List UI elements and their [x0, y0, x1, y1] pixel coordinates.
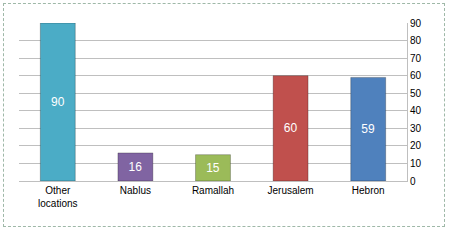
svg-text:16: 16 [129, 160, 143, 174]
svg-text:80: 80 [410, 35, 422, 46]
svg-text:90: 90 [410, 18, 422, 29]
svg-text:50: 50 [410, 88, 422, 99]
svg-text:59: 59 [361, 122, 375, 136]
svg-text:Hebron: Hebron [352, 185, 385, 196]
svg-text:60: 60 [284, 121, 298, 135]
svg-text:Jerusalem: Jerusalem [268, 185, 314, 196]
svg-text:Nablus: Nablus [120, 185, 151, 196]
svg-text:40: 40 [410, 105, 422, 116]
svg-text:90: 90 [51, 95, 65, 109]
svg-text:Ramallah: Ramallah [192, 185, 234, 196]
svg-text:15: 15 [206, 161, 220, 175]
svg-text:20: 20 [410, 140, 422, 151]
svg-text:10: 10 [410, 158, 422, 169]
svg-text:Otherlocations: Otherlocations [38, 185, 77, 209]
svg-text:70: 70 [410, 53, 422, 64]
svg-text:60: 60 [410, 70, 422, 81]
svg-text:0: 0 [410, 176, 416, 187]
svg-text:30: 30 [410, 123, 422, 134]
